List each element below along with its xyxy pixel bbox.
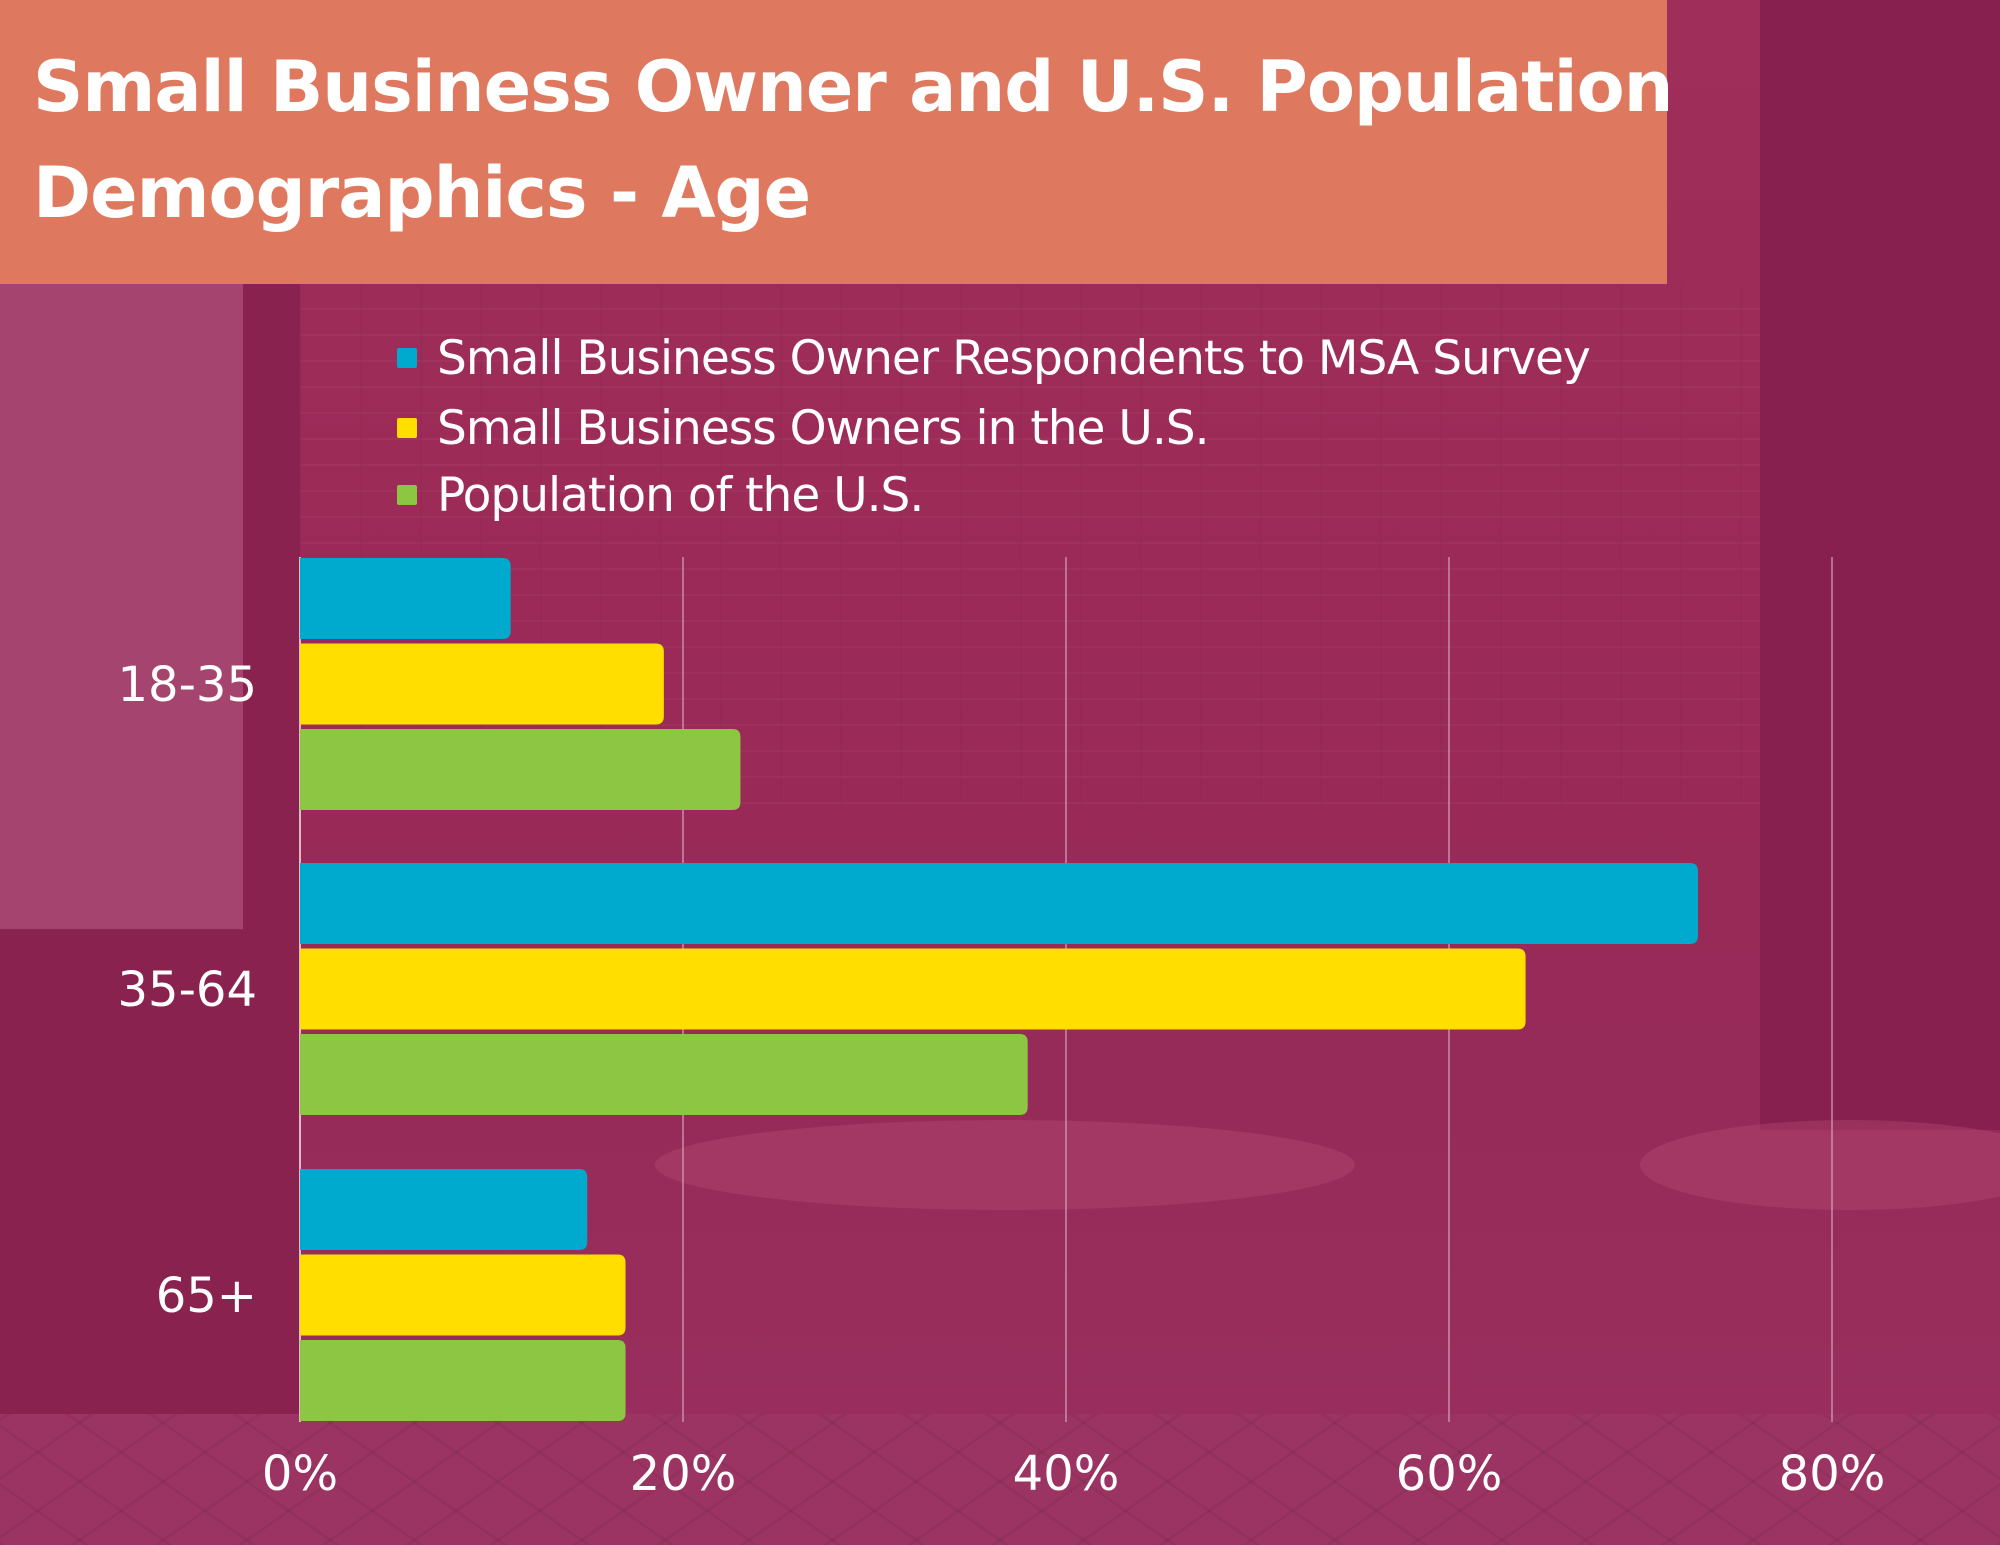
bar-65-series-2 [300,1254,626,1336]
bar-35-64-series-2 [300,948,1526,1030]
category-label: 35-64 [118,962,257,1018]
legend-item-msa-respondents: Small Business Owner Respondents to MSA … [397,325,1591,391]
bars [300,558,1698,1421]
bar-35-64-series-3 [300,1034,1028,1115]
x-tick-labels: 0% 20% 40% 60% 80% [262,1446,1885,1502]
legend-item-us-population: Population of the U.S. [397,462,924,528]
bar-65-series-3 [300,1340,626,1421]
legend-item-us-owners: Small Business Owners in the U.S. [397,395,1210,461]
x-tick-label: 60% [1396,1446,1503,1502]
title-banner: Small Business Owner and U.S. Population… [0,0,1673,284]
legend-label: Small Business Owner Respondents to MSA … [437,330,1591,386]
legend-swatch-yellow [397,418,417,438]
category-label: 18-35 [118,657,257,713]
x-tick-label: 0% [262,1446,338,1502]
legend-swatch-green [397,485,417,505]
legend-label: Small Business Owners in the U.S. [437,400,1210,456]
x-tick-label: 80% [1779,1446,1886,1502]
x-tick-label: 20% [630,1446,737,1502]
legend-label: Population of the U.S. [437,467,924,523]
legend-swatch-blue [397,348,417,368]
bar-35-64-series-1 [300,863,1698,944]
background-window [0,284,243,929]
chart-title-line-2: Demographics - Age [33,152,811,234]
background-table [655,1120,1355,1210]
bar-18-35-series-3 [300,729,741,810]
background-pillar-right [1760,0,2000,1130]
bar-18-35-series-2 [300,643,664,725]
background-table [1640,1120,2000,1210]
background-wall-lower [0,930,300,1414]
bar-18-35-series-1 [300,558,511,639]
bar-65-series-1 [300,1169,588,1250]
chart-title-line-1: Small Business Owner and U.S. Population [33,46,1673,128]
category-labels: 18-35 35-64 65+ [118,657,257,1324]
x-tick-label: 40% [1013,1446,1120,1502]
background-floor [0,1414,2000,1545]
category-label: 65+ [156,1268,257,1324]
